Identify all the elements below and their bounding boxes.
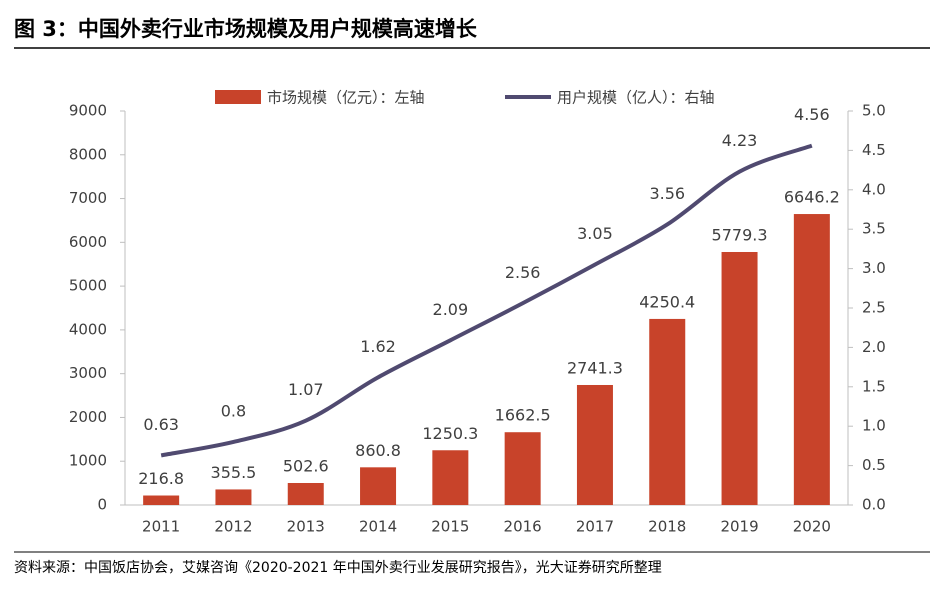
y-tick-label: 2000	[69, 408, 107, 426]
bar-label: 502.6	[283, 456, 329, 475]
y-tick-label: 0	[97, 496, 107, 514]
legend-swatch	[215, 90, 261, 104]
y-tick-label: 7000	[69, 189, 107, 207]
bar-label: 6646.2	[784, 188, 840, 207]
y2-tick-label: 0.5	[862, 456, 886, 474]
y-tick-label: 5000	[69, 277, 107, 295]
x-tick-label: 2019	[720, 518, 758, 536]
y2-tick-label: 2.0	[862, 338, 886, 356]
y2-tick-label: 4.0	[862, 180, 886, 198]
x-tick-label: 2017	[576, 518, 614, 536]
y2-tick-label: 5.0	[862, 102, 886, 120]
x-tick-label: 2013	[287, 518, 325, 536]
bar-label: 5779.3	[712, 225, 768, 244]
y2-tick-label: 4.5	[862, 141, 886, 159]
y2-tick-label: 3.5	[862, 220, 886, 238]
bar	[793, 214, 830, 505]
line-label: 4.23	[722, 131, 758, 150]
bar	[432, 450, 469, 505]
y2-tick-label: 3.0	[862, 259, 886, 277]
y-tick-label: 4000	[69, 320, 107, 338]
line-label: 0.8	[221, 401, 246, 420]
bar-label: 860.8	[355, 441, 401, 460]
x-tick-label: 2015	[431, 518, 469, 536]
y-tick-label: 8000	[69, 145, 107, 163]
bar	[215, 489, 252, 505]
y2-tick-label: 1.0	[862, 417, 886, 435]
line	[160, 143, 813, 458]
line-label: 3.56	[649, 184, 685, 203]
y-tick-label: 3000	[69, 364, 107, 382]
line-label: 2.09	[433, 300, 469, 319]
x-tick-label: 2011	[142, 518, 180, 536]
line-label: 1.62	[360, 337, 396, 356]
bar-label: 2741.3	[567, 358, 623, 377]
line-label: 2.56	[505, 263, 541, 282]
y-tick-label: 1000	[69, 452, 107, 470]
bar-label: 1662.5	[495, 406, 551, 425]
legend-label: 市场规模（亿元）：左轴	[267, 89, 425, 107]
x-tick-label: 2016	[504, 518, 542, 536]
bar-label: 4250.4	[639, 292, 695, 311]
bar	[721, 251, 758, 505]
line-label: 4.56	[794, 105, 830, 124]
line-label: 0.63	[143, 415, 179, 434]
x-tick-label: 2014	[359, 518, 397, 536]
line-label: 1.07	[288, 380, 324, 399]
bar	[287, 482, 324, 505]
bar	[576, 384, 613, 505]
x-tick-label: 2020	[793, 518, 831, 536]
y2-tick-label: 0.0	[862, 496, 886, 514]
y-tick-label: 9000	[69, 102, 107, 120]
bar-label: 355.5	[211, 463, 257, 482]
bar	[504, 432, 541, 505]
x-tick-label: 2012	[214, 518, 252, 536]
y-tick-label: 6000	[69, 233, 107, 251]
line-label: 3.05	[577, 224, 613, 243]
y2-tick-label: 2.5	[862, 299, 886, 317]
x-tick-label: 2018	[648, 518, 686, 536]
chart-title: 图 3：中国外卖行业市场规模及用户规模高速增长	[14, 17, 478, 41]
bar-label: 1250.3	[422, 424, 478, 443]
source: 资料来源：中国饭店协会，艾媒咨询《2020-2021 年中国外卖行业发展研究报告…	[14, 560, 662, 576]
bar-label: 216.8	[138, 469, 184, 488]
bar	[360, 467, 397, 505]
legend-label: 用户规模（亿人）：右轴	[557, 89, 715, 107]
bar	[143, 495, 180, 505]
y2-tick-label: 1.5	[862, 377, 886, 395]
bar	[649, 318, 686, 505]
